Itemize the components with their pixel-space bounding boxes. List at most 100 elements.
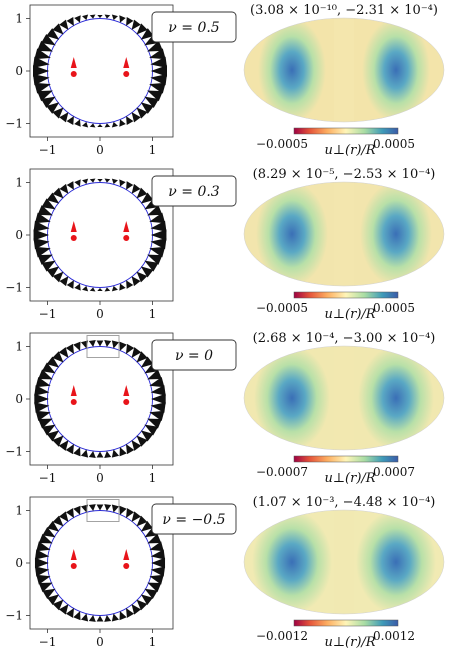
force-arrow xyxy=(59,276,69,287)
force-arrow xyxy=(104,178,111,183)
force-arrow xyxy=(104,123,111,128)
map-field xyxy=(244,510,444,614)
map-center-band xyxy=(334,182,354,286)
force-arrow xyxy=(119,611,127,621)
colorbar-max-label: 0.0005 xyxy=(373,301,415,315)
force-arrow xyxy=(136,187,148,199)
force-arrow xyxy=(46,266,60,278)
force-arrow xyxy=(111,121,118,128)
force-arrow xyxy=(80,340,89,349)
colorbar xyxy=(293,619,399,627)
force-arrow xyxy=(52,23,64,35)
nu-label: ν = −0.5 xyxy=(162,512,225,528)
force-arrow xyxy=(41,362,56,374)
force-arrow xyxy=(125,608,135,618)
force-arrow xyxy=(136,599,148,611)
force-arrow xyxy=(47,594,60,606)
force-arrow xyxy=(136,23,148,35)
force-arrow xyxy=(52,107,64,119)
force-arrow xyxy=(82,14,89,21)
nu-label-box xyxy=(151,503,237,535)
force-arrow xyxy=(33,229,50,241)
force-arrow xyxy=(42,588,56,600)
force-arrow xyxy=(131,347,142,358)
nu-label-box xyxy=(151,175,237,207)
force-arrow xyxy=(89,14,96,19)
colorbar xyxy=(293,127,399,135)
map-outline xyxy=(243,345,445,451)
force-arrow xyxy=(111,504,120,513)
force-arrow xyxy=(73,447,81,457)
force-arrow xyxy=(119,15,126,23)
force-arrow xyxy=(42,526,56,538)
force-arrow xyxy=(52,187,64,199)
nu-label-box xyxy=(151,339,237,371)
colorbar xyxy=(293,291,399,299)
force-arrow xyxy=(37,90,53,102)
force-arrow xyxy=(126,116,134,126)
colorbar-label: u⊥(r)/R xyxy=(324,471,375,486)
force-arrow xyxy=(149,82,166,94)
charge-arrow xyxy=(123,385,130,396)
force-arrow xyxy=(38,418,53,429)
force-arrow xyxy=(66,280,74,289)
x-tick-label: 0 xyxy=(96,635,104,649)
charge-dot xyxy=(123,235,130,241)
force-arrow xyxy=(136,107,148,119)
charge-arrow xyxy=(70,549,77,560)
force-arrow xyxy=(150,220,167,232)
charge-dot xyxy=(123,399,130,405)
force-arrow xyxy=(65,608,75,618)
force-arrow xyxy=(38,582,53,593)
charge-arrow xyxy=(70,385,77,396)
force-arrow xyxy=(104,340,112,348)
force-arrow xyxy=(36,541,51,552)
force-arrow xyxy=(96,451,104,458)
zoom-box xyxy=(86,499,120,522)
colorbar-label: u⊥(r)/R xyxy=(324,635,375,650)
plot-frame xyxy=(29,168,174,302)
force-arrow xyxy=(82,121,89,128)
force-arrow xyxy=(36,574,51,585)
zoom-box xyxy=(86,335,120,358)
force-arrow xyxy=(73,505,81,515)
charge-arrow xyxy=(123,221,130,232)
force-arrow xyxy=(46,430,60,442)
force-arrow xyxy=(34,385,50,396)
force-arrow xyxy=(104,287,111,292)
map-outline xyxy=(243,509,445,615)
force-arrow xyxy=(35,376,51,388)
force-arrow xyxy=(46,28,60,40)
x-tick-label: −1 xyxy=(39,471,57,485)
colorbar xyxy=(293,455,399,463)
force-arrow xyxy=(111,449,120,458)
force-arrow xyxy=(125,508,135,518)
y-tick-label: −1 xyxy=(5,117,23,131)
force-arrow xyxy=(96,504,104,511)
force-arrow xyxy=(119,447,127,457)
force-arrow xyxy=(150,385,166,396)
force-arrow xyxy=(52,351,64,363)
force-arrow xyxy=(88,614,96,622)
force-arrow xyxy=(89,123,96,128)
colorbar-label: u⊥(r)/R xyxy=(324,307,375,322)
y-tick-label: −1 xyxy=(5,281,23,295)
x-tick-label: −1 xyxy=(39,635,57,649)
force-arrow xyxy=(144,96,159,109)
map-blob xyxy=(258,18,326,122)
force-arrow xyxy=(65,343,75,355)
force-arrow xyxy=(82,178,89,185)
force-arrow xyxy=(149,410,165,422)
extremes-label: (8.29 × 10⁻⁵, −2.53 × 10⁻⁴) xyxy=(253,167,436,182)
colorbar-min-label: −0.0007 xyxy=(256,465,308,479)
force-arrow xyxy=(140,430,154,442)
colorbar-min-label: −0.0005 xyxy=(256,137,308,151)
force-arrow xyxy=(65,443,75,455)
force-arrow xyxy=(89,287,96,292)
force-arrow xyxy=(59,183,69,194)
force-arrow xyxy=(140,266,154,278)
force-arrow xyxy=(34,566,50,577)
force-arrow xyxy=(34,549,50,560)
force-arrow xyxy=(150,229,167,241)
map-outline xyxy=(243,17,445,123)
